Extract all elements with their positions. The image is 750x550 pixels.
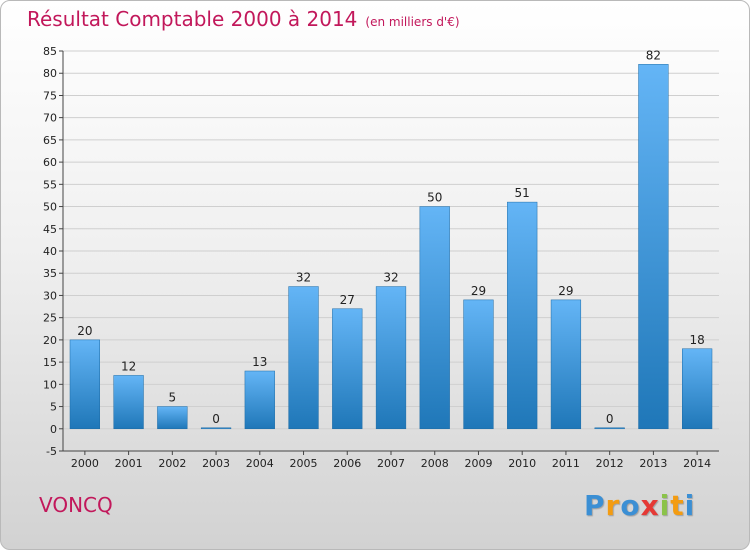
logo-letter: i [659,489,671,522]
y-tick-label: 65 [43,134,57,147]
logo-letter: P [584,489,606,522]
bar [507,201,538,430]
bar-value-label: 32 [296,271,311,285]
x-tick-label: 2010 [508,457,536,470]
y-tick-label: 60 [43,156,57,169]
bar [113,375,144,430]
chart-title-unit: (en milliers d'€) [365,15,460,29]
bar [157,406,188,430]
bar-value-label: 29 [558,284,573,298]
bar-value-label: 32 [383,271,398,285]
y-tick-label: 15 [43,356,57,369]
bar [200,427,232,430]
bar [682,348,713,430]
x-tick-label: 2009 [464,457,492,470]
x-tick-label: 2012 [596,457,624,470]
logo-letter: x [640,489,660,522]
bar-value-label: 0 [606,412,614,426]
bar [550,299,582,430]
x-tick-label: 2014 [683,457,711,470]
bar-value-label: 82 [646,48,661,62]
y-tick-label: 85 [43,45,57,58]
x-tick-label: 2002 [158,457,186,470]
logo-letter: r [605,489,621,522]
x-tick-label: 2011 [552,457,580,470]
y-tick-label: 0 [50,423,57,436]
bar-value-label: 0 [212,412,220,426]
y-tick-label: -5 [46,445,57,458]
bar-value-label: 29 [471,284,486,298]
bar [69,339,100,430]
y-tick-label: 30 [43,289,57,302]
bar [375,286,407,430]
y-tick-label: 50 [43,201,57,214]
x-tick-label: 2008 [421,457,449,470]
bar [332,308,363,430]
y-tick-label: 35 [43,267,57,280]
y-tick-label: 80 [43,67,57,80]
axes: -505101520253035404550556065707580852000… [43,45,719,470]
proxiti-logo: Proxiti [584,489,695,522]
y-tick-label: 75 [43,89,57,102]
y-tick-label: 20 [43,334,57,347]
x-tick-label: 2013 [639,457,667,470]
bar-value-label: 20 [77,324,92,338]
bar [244,370,275,430]
x-tick-label: 2006 [333,457,361,470]
bar-value-label: 13 [252,355,267,369]
y-tick-label: 25 [43,312,57,325]
bar-value-label: 12 [121,359,136,373]
bar-value-label: 5 [169,391,177,405]
y-tick-label: 45 [43,223,57,236]
bar [594,427,625,430]
bar [288,286,319,430]
x-tick-label: 2003 [202,457,230,470]
bars [69,64,713,430]
y-tick-label: 5 [50,401,57,414]
logo-letter: i [684,489,696,522]
commune-name: VONCQ [39,493,113,517]
y-tick-label: 40 [43,245,57,258]
bar [638,64,669,430]
x-tick-label: 2000 [71,457,99,470]
x-tick-label: 2007 [377,457,405,470]
bar-value-label: 18 [689,333,704,347]
y-tick-label: 70 [43,112,57,125]
bar [419,206,450,430]
x-tick-label: 2005 [290,457,318,470]
bar-value-label: 51 [515,186,530,200]
logo-letter: t [670,489,685,522]
chart-title: Résultat Comptable 2000 à 2014 (en millie… [27,7,460,31]
chart-title-main: Résultat Comptable 2000 à 2014 [27,7,358,31]
y-tick-label: 10 [43,378,57,391]
bar-value-label: 27 [340,293,355,307]
bar [463,299,494,430]
x-tick-label: 2004 [246,457,274,470]
y-tick-label: 55 [43,178,57,191]
x-tick-label: 2001 [115,457,143,470]
bar-value-label: 50 [427,191,442,205]
logo-letter: o [620,489,641,522]
